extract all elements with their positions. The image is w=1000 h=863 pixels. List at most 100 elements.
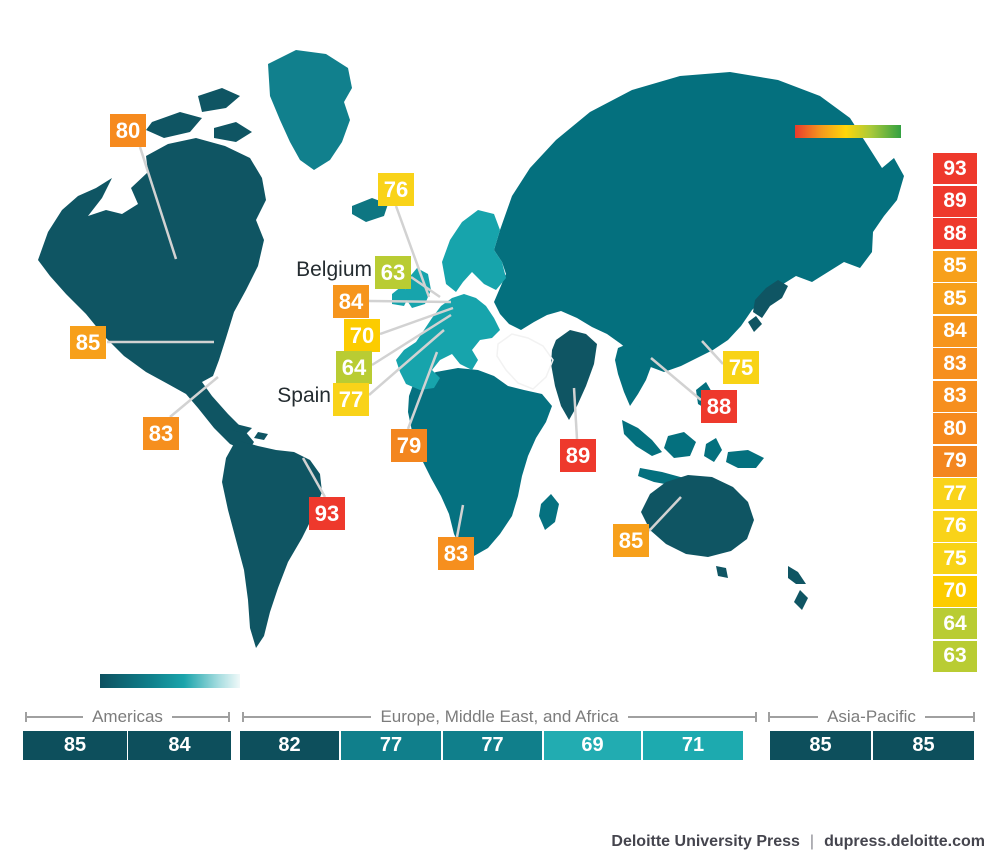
country-label: Spain <box>277 384 331 407</box>
score-list-item: 88 <box>933 218 977 249</box>
continent-north-america <box>38 138 266 452</box>
region-label: Americas <box>92 707 163 726</box>
leader-line <box>572 387 579 440</box>
leader-line <box>301 457 327 498</box>
score-list-item: 80 <box>933 413 977 444</box>
region-score-cell: 77 <box>341 731 441 760</box>
region-label: Asia-Pacific <box>827 707 916 726</box>
leader-line <box>371 313 452 367</box>
map-score-badge: 89 <box>560 439 596 472</box>
map-score-badge: 79 <box>391 429 427 462</box>
region-bracket: Europe, Middle East, and Africa <box>242 707 758 726</box>
continent-eurasia <box>494 72 904 372</box>
score-list-item: 83 <box>933 380 977 412</box>
map-score-badge: 77 <box>333 383 369 416</box>
footer-separator: | <box>809 833 815 850</box>
region-bracket: Asia-Pacific <box>768 707 975 726</box>
arctic-islands <box>146 88 252 142</box>
map-score-badge: 83 <box>438 537 474 570</box>
leader-line <box>379 306 454 336</box>
region-southeast-asia <box>615 342 764 486</box>
region-score-cell: 85 <box>23 731 127 760</box>
map-score-badge: 88 <box>701 390 737 423</box>
map-score-badge: 64 <box>336 351 372 384</box>
map-score-badge: 85 <box>613 524 649 557</box>
leader-line <box>410 275 441 299</box>
score-list-item: 64 <box>933 608 977 639</box>
score-list-item: 93 <box>933 153 977 184</box>
bracket-line <box>924 716 973 718</box>
bracket-tick <box>242 712 244 722</box>
leader-line <box>455 504 465 538</box>
footer: Deloitte University Press | dupress.deloit… <box>611 833 985 851</box>
score-list-item: 70 <box>933 575 977 607</box>
footer-url[interactable]: dupress.deloitte.com <box>824 833 985 850</box>
score-list-item: 85 <box>933 250 977 282</box>
leader-line <box>138 146 178 260</box>
region-score-cell: 84 <box>128 731 231 760</box>
leader-line <box>169 376 219 418</box>
caribbean-islands <box>232 424 268 440</box>
region-score-cell: 77 <box>443 731 542 760</box>
bracket-line <box>770 716 819 718</box>
leader-line <box>406 351 439 430</box>
footer-brand: Deloitte University Press <box>611 833 800 850</box>
continent-south-america <box>222 440 322 648</box>
score-list-item: 77 <box>933 478 977 509</box>
score-gradient-legend <box>795 125 901 138</box>
leader-line <box>394 205 431 298</box>
map-score-badge: 80 <box>110 114 146 147</box>
region-score-cell: 85 <box>770 731 871 760</box>
region-mainland-europe <box>396 294 500 390</box>
score-list-item: 83 <box>933 348 977 379</box>
bracket-tick <box>25 712 27 722</box>
continent-australia <box>641 475 754 578</box>
bracket-tick <box>228 712 231 722</box>
bracket-line <box>27 716 84 718</box>
map-score-badge: 63 <box>375 256 411 289</box>
region-scandinavia <box>442 210 506 292</box>
leader-line <box>648 496 682 532</box>
bracket-line <box>627 716 756 718</box>
bracket-line <box>244 716 372 718</box>
island-madagascar <box>539 494 559 530</box>
leader-line <box>368 299 452 304</box>
country-label: Belgium <box>296 258 372 281</box>
country-outline-highlight-small <box>217 391 233 413</box>
score-list-item: 89 <box>933 185 977 217</box>
score-list-item: 63 <box>933 640 977 672</box>
score-list-item: 75 <box>933 543 977 574</box>
map-score-badge: 75 <box>723 351 759 384</box>
region-score-cell: 82 <box>240 731 339 760</box>
region-bracket: Americas <box>25 707 231 726</box>
score-list-item: 84 <box>933 315 977 347</box>
leader-line <box>650 357 702 401</box>
region-score-cell: 69 <box>544 731 641 760</box>
leader-line <box>701 340 724 365</box>
map-score-badge: 84 <box>333 285 369 318</box>
region-label: Europe, Middle East, and Africa <box>380 707 619 726</box>
country-outline-highlight <box>496 333 554 390</box>
leader-line <box>368 329 445 396</box>
island-greenland <box>268 50 352 170</box>
bracket-line <box>171 716 229 718</box>
map-score-badge: 93 <box>309 497 345 530</box>
leader-lines <box>107 146 724 538</box>
bracket-tick <box>768 712 770 722</box>
bracket-tick <box>973 712 975 722</box>
region-japan <box>748 280 788 332</box>
region-score-cell: 71 <box>643 731 743 760</box>
score-list-item: 85 <box>933 283 977 314</box>
map-score-badge: 85 <box>70 326 106 359</box>
score-list-item: 76 <box>933 510 977 542</box>
map-score-badge: 70 <box>344 319 380 352</box>
continent-africa <box>408 368 552 556</box>
map-score-badge: 76 <box>378 173 414 206</box>
region-india <box>551 330 597 420</box>
islands-new-zealand <box>788 566 808 610</box>
teal-gradient-legend <box>100 674 240 688</box>
region-score-cell: 85 <box>873 731 974 760</box>
bracket-tick <box>755 712 758 722</box>
